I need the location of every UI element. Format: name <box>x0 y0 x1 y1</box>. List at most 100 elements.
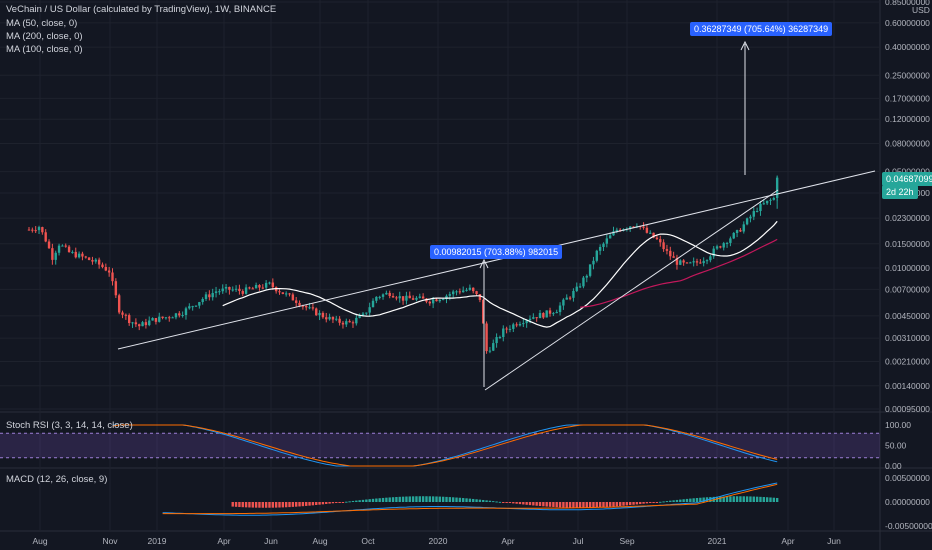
macd-histogram-bar <box>455 497 458 502</box>
candle-body <box>318 312 321 316</box>
macd-histogram-bar <box>568 502 572 508</box>
candle-body <box>715 246 719 249</box>
macd-histogram-bar <box>588 502 592 508</box>
macd-histogram-bar <box>565 502 568 508</box>
macd-tick-label: 0.00500000 <box>885 473 930 483</box>
stoch-tick-label: 50.00 <box>885 441 907 451</box>
stoch-k-line <box>112 424 778 467</box>
price-tick-label: 0.40000000 <box>885 42 930 52</box>
candle-body <box>742 224 745 232</box>
macd-histogram-bar <box>405 496 408 502</box>
candle-body <box>375 296 378 301</box>
candle-body <box>94 259 97 262</box>
candle-body <box>655 237 659 240</box>
candle-body <box>545 310 548 318</box>
time-tick-label: Aug <box>32 536 47 546</box>
candle-body <box>578 286 582 288</box>
stoch-rsi-legend[interactable]: Stoch RSI (3, 3, 14, 14, close) <box>6 420 133 431</box>
candle-body <box>618 229 622 231</box>
candle-body <box>659 239 662 243</box>
candle-body <box>328 316 331 320</box>
signal-line <box>162 483 778 515</box>
candle-body <box>134 322 138 325</box>
macd-histogram-bar <box>512 502 515 504</box>
candle-body <box>41 227 44 233</box>
candle-body <box>345 321 348 325</box>
ma50-legend[interactable]: MA (50, close, 0) <box>6 18 78 29</box>
macd-histogram-bar <box>408 496 411 502</box>
time-tick-label: Oct <box>361 536 375 546</box>
time-tick-label: Jun <box>827 536 841 546</box>
candle-body <box>431 299 435 304</box>
macd-histogram-bar <box>542 502 545 507</box>
macd-histogram-bar <box>385 497 388 502</box>
price-tick-label: 0.00210000 <box>885 356 930 366</box>
candle-body <box>472 287 475 292</box>
macd-histogram-bar <box>365 499 368 502</box>
candle-body <box>111 272 114 282</box>
macd-legend[interactable]: MACD (12, 26, close, 9) <box>6 474 108 485</box>
ma100-legend[interactable]: MA (100, close, 0) <box>6 44 83 55</box>
candle-body <box>97 259 101 265</box>
candle-body <box>649 232 652 234</box>
macd-histogram-bar <box>772 497 776 502</box>
candle-body <box>188 306 191 309</box>
macd-histogram-bar <box>498 501 502 503</box>
candle-body <box>388 292 391 296</box>
macd-histogram-bar <box>401 496 405 502</box>
candle-body <box>238 288 241 292</box>
price-tick-label: 0.02300000 <box>885 213 930 223</box>
candle-body <box>428 301 431 304</box>
macd-histogram-bar <box>345 501 348 503</box>
time-tick-label: Aug <box>312 536 327 546</box>
macd-histogram-bar <box>254 502 258 508</box>
macd-histogram-bar <box>368 499 371 502</box>
candle-body <box>672 256 675 258</box>
macd-histogram-bar <box>411 496 415 502</box>
macd-histogram-bar <box>645 502 649 504</box>
macd-histogram-bar <box>338 502 341 503</box>
candle-body <box>495 337 498 344</box>
candle-body <box>505 328 508 330</box>
macd-histogram-bar <box>271 502 275 508</box>
candle-body <box>719 246 722 248</box>
candle-body <box>251 288 254 290</box>
macd-histogram-bar <box>335 502 338 503</box>
ma100-line <box>580 238 778 308</box>
candle-body <box>568 297 572 299</box>
candle-body <box>732 232 735 239</box>
candle-body <box>598 246 602 251</box>
macd-histogram-bar <box>478 499 482 502</box>
candle-body <box>662 242 665 250</box>
price-tick-label: 0.00310000 <box>885 333 930 343</box>
macd-histogram-bar <box>264 502 268 508</box>
macd-histogram-bar <box>488 500 492 502</box>
candlestick-series <box>27 175 779 354</box>
macd-histogram-bar <box>535 502 538 506</box>
candle-body <box>158 316 161 322</box>
macd-histogram-bar <box>462 498 465 502</box>
candle-body <box>401 296 405 301</box>
candle-body <box>395 297 398 299</box>
macd-histogram-bar <box>231 502 234 507</box>
macd-histogram-bar <box>662 501 665 503</box>
macd-histogram-bar <box>238 502 241 508</box>
ma200-legend[interactable]: MA (200, close, 0) <box>6 31 83 42</box>
candle-body <box>308 307 311 309</box>
candle-body <box>74 251 77 258</box>
candle-body <box>288 293 291 295</box>
macd-histogram-bar <box>695 498 699 502</box>
currency-label: USD <box>912 5 930 15</box>
candle-body <box>57 245 61 253</box>
candle-body <box>515 324 518 326</box>
candle-body <box>31 229 34 231</box>
macd-histogram-bar <box>395 497 398 502</box>
macd-histogram-bar <box>635 502 639 505</box>
macd-histogram-bar <box>602 502 605 508</box>
macd-histogram-bar <box>755 496 759 502</box>
candle-body <box>358 315 361 318</box>
candle-body <box>338 318 341 323</box>
candle-body <box>722 243 725 248</box>
candle-body <box>441 299 445 301</box>
